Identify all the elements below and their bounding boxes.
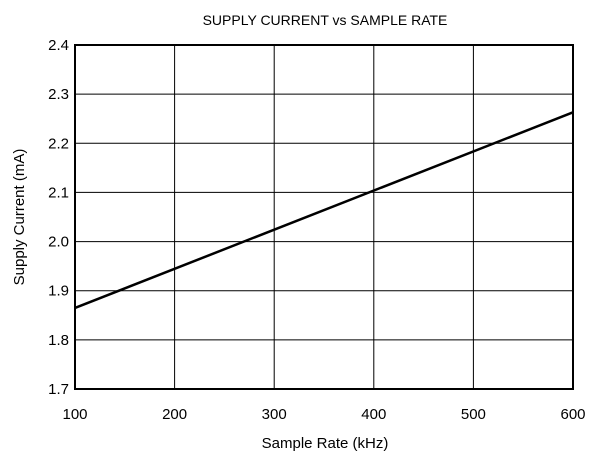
x-axis-ticks: 100 200 300 400 500 600	[62, 406, 585, 423]
y-tick-label: 2.1	[48, 184, 69, 201]
series-line	[74, 111, 574, 310]
x-tick-label: 100	[62, 406, 87, 423]
y-tick-label: 1.9	[48, 283, 69, 300]
grid	[74, 44, 574, 390]
x-tick-label: 500	[461, 406, 486, 423]
x-tick-label: 300	[262, 406, 287, 423]
x-tick-label: 400	[361, 406, 386, 423]
y-tick-label: 1.7	[48, 381, 69, 398]
x-axis-title: Sample Rate (kHz)	[262, 435, 389, 452]
y-tick-label: 2.4	[48, 37, 69, 54]
y-axis-title: Supply Current (mA)	[11, 149, 28, 286]
y-tick-label: 1.8	[48, 332, 69, 349]
x-tick-label: 600	[560, 406, 585, 423]
y-axis-ticks: 1.7 1.8 1.9 2.0 2.1 2.2 2.3 2.4	[48, 37, 69, 398]
x-tick-label: 200	[162, 406, 187, 423]
series-layer	[74, 111, 574, 310]
y-tick-label: 2.2	[48, 135, 69, 152]
chart-title: SUPPLY CURRENT vs SAMPLE RATE	[203, 12, 448, 28]
plot-frame	[74, 44, 574, 390]
y-tick-label: 2.3	[48, 86, 69, 103]
y-tick-label: 2.0	[48, 234, 69, 251]
